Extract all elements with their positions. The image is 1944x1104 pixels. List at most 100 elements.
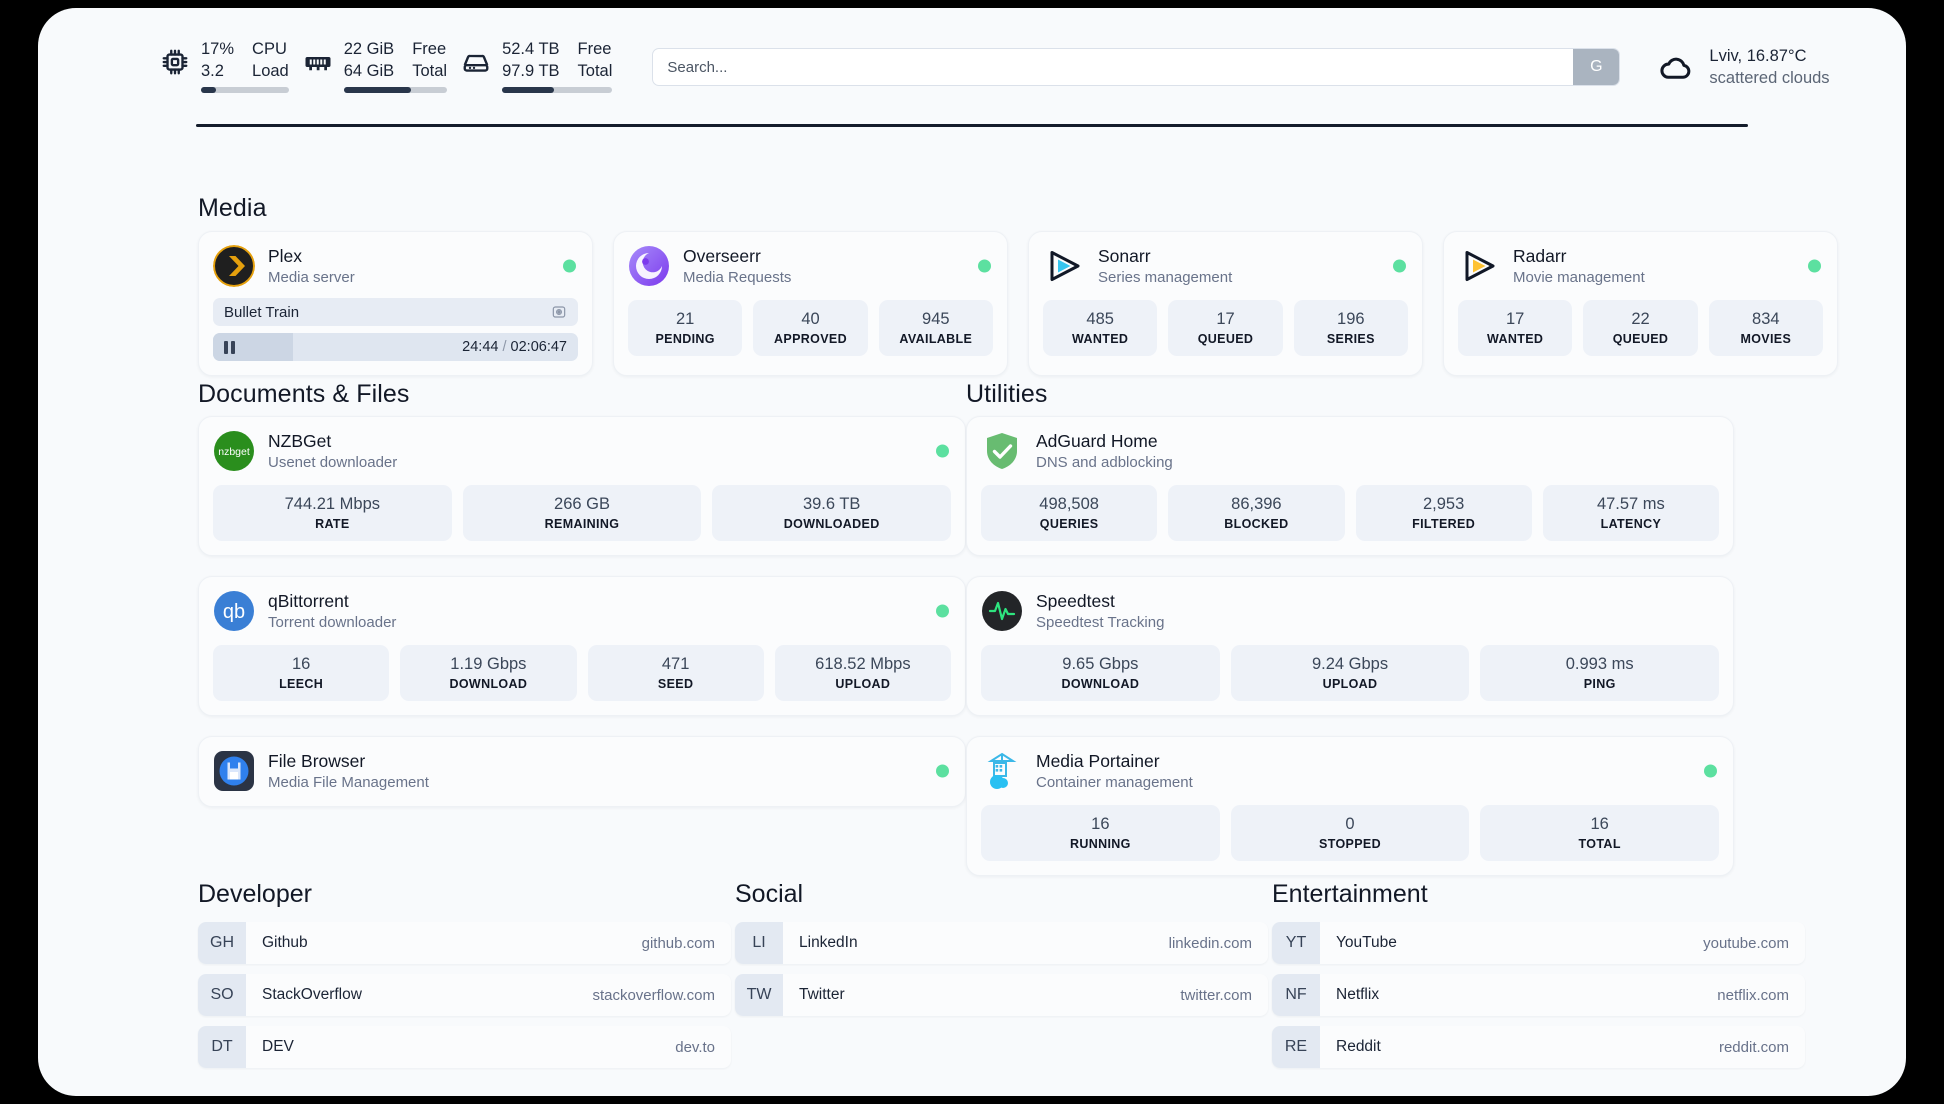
stat-label: REMAINING (544, 516, 620, 531)
utilities-section: AdGuard Home DNS and adblocking 498,508 … (966, 416, 1734, 876)
bookmark-url: stackoverflow.com (592, 986, 715, 1004)
stat-value: 39.6 TB (802, 495, 861, 514)
app-card-qbittorrent[interactable]: qb qBittorrent Torrent downloader 16 LEE… (198, 575, 966, 716)
stat-tile: 9.24 Gbps UPLOAD (1230, 645, 1470, 701)
bookmark-badge: SO (198, 974, 246, 1016)
bookmark-url: github.com (641, 934, 715, 952)
playback-time: 24:44 / 02:06:47 (462, 339, 567, 355)
bookmark-item-twitter[interactable]: TW Twitter twitter.com (735, 974, 1268, 1016)
stat-row: 16 RUNNING 0 STOPPED 16 TOTAL (981, 805, 1720, 861)
dashboard-page: 17% 3.2 CPU Load (38, 8, 1906, 1096)
disk-resource-widget: 52.4 TB 97.9 TB Free Total (461, 39, 613, 94)
stat-tile: 22 QUEUED (1583, 300, 1698, 356)
bookmark-item-dev[interactable]: DT DEV dev.to (198, 1026, 731, 1068)
svg-text:qb: qb (223, 601, 245, 623)
stat-value: 196 (1337, 310, 1365, 329)
search-input[interactable] (653, 49, 1574, 85)
bookmark-item-linkedin[interactable]: LI LinkedIn linkedin.com (735, 922, 1268, 964)
stat-tile: 0.993 ms PING (1480, 645, 1720, 701)
app-card-sonarr[interactable]: Sonarr Series management 485 WANTED 17 Q… (1028, 231, 1423, 377)
stat-value: 471 (661, 655, 690, 674)
stat-value: 86,396 (1231, 495, 1282, 514)
bookmark-url: youtube.com (1703, 934, 1789, 952)
plex-icon (213, 245, 255, 288)
app-card-radarr[interactable]: Radarr Movie management 17 WANTED 22 QUE… (1443, 231, 1838, 377)
app-subtitle: Container management (1036, 773, 1193, 791)
stat-label: STOPPED (1319, 836, 1381, 851)
app-subtitle: Media Requests (683, 268, 792, 286)
section-title-utilities: Utilities (966, 380, 1048, 408)
stat-value: 47.57 ms (1596, 495, 1665, 514)
weather-widget: Lviv, 16.87°C scattered clouds (1658, 45, 1830, 89)
bookmark-item-youtube[interactable]: YT YouTube youtube.com (1272, 922, 1805, 964)
qbittorrent-icon: qb (213, 590, 255, 632)
stat-tile: 485 WANTED (1043, 300, 1158, 356)
stat-tile: 2,953 FILTERED (1355, 485, 1532, 541)
playback-separator: / (502, 339, 507, 356)
bookmark-url: dev.to (675, 1038, 715, 1056)
bookmark-name: YouTube (1336, 934, 1397, 951)
app-card-file-browser[interactable]: File Browser Media File Management (198, 735, 966, 807)
media-section: Plex Media server Bullet Train (198, 231, 1838, 377)
app-card-media-portainer[interactable]: Media Portainer Container management 16 … (966, 735, 1734, 876)
documents-section: nzbget NZBGet Usenet downloader 744.21 M… (198, 416, 966, 807)
stat-tile: 21 PENDING (628, 300, 743, 356)
stat-row: 9.65 Gbps DOWNLOAD 9.24 Gbps UPLOAD 0.99… (981, 645, 1720, 701)
cpu-label-top: CPU (252, 40, 287, 59)
resource-widgets: 17% 3.2 CPU Load (160, 39, 613, 94)
app-card-plex[interactable]: Plex Media server Bullet Train (198, 231, 593, 377)
stat-label: APPROVED (774, 331, 847, 346)
stat-tile: 498,508 QUERIES (981, 485, 1158, 541)
app-name: Sonarr (1098, 246, 1151, 266)
app-card-speedtest[interactable]: Speedtest Speedtest Tracking 9.65 Gbps D… (966, 575, 1734, 716)
status-badge-online (936, 604, 949, 618)
stat-row: 485 WANTED 17 QUEUED 196 SERIES (1043, 300, 1408, 356)
filebrowser-icon (213, 750, 255, 792)
stat-label: SEED (657, 676, 694, 691)
status-badge-online (1704, 764, 1717, 778)
memory-usage-bar (343, 86, 448, 93)
stat-value: 40 (801, 310, 820, 329)
bookmark-item-reddit[interactable]: RE Reddit reddit.com (1272, 1026, 1805, 1068)
bookmark-item-stackoverflow[interactable]: SO StackOverflow stackoverflow.com (198, 974, 731, 1016)
app-name: Media Portainer (1036, 750, 1160, 771)
stat-label: PING (1583, 676, 1616, 691)
app-card-adguard-home[interactable]: AdGuard Home DNS and adblocking 498,508 … (966, 416, 1734, 556)
bookmark-name: StackOverflow (262, 986, 362, 1003)
disk-value-top: 52.4 TB (502, 40, 560, 59)
bookmark-item-github[interactable]: GH Github github.com (198, 922, 731, 964)
playback-progress-bar[interactable]: 24:44 / 02:06:47 (213, 333, 578, 362)
nzbget-icon: nzbget (213, 430, 255, 472)
bookmark-badge: DT (198, 1026, 246, 1068)
stat-value: 16 (1590, 815, 1609, 833)
stat-label: WANTED (1487, 331, 1544, 346)
stat-value: 0.993 ms (1565, 655, 1634, 674)
pause-icon[interactable] (224, 340, 235, 354)
app-card-nzbget[interactable]: nzbget NZBGet Usenet downloader 744.21 M… (198, 416, 966, 556)
app-card-overseerr[interactable]: Overseerr Media Requests 21 PENDING 40 A… (613, 231, 1008, 377)
stat-value: 17 (1216, 310, 1235, 329)
bookmark-group-title: Entertainment (1272, 880, 1428, 908)
stat-label: RUNNING (1069, 836, 1131, 851)
overseerr-icon (628, 245, 670, 287)
bookmark-badge: LI (735, 922, 783, 964)
memory-value-top: 22 GiB (343, 40, 395, 59)
stat-tile: 266 GB REMAINING (462, 485, 702, 541)
bookmark-name: Twitter (799, 986, 845, 1003)
stat-label: SERIES (1326, 331, 1375, 346)
stat-label: QUEUED (1612, 331, 1669, 346)
search-engine-button[interactable]: G (1573, 49, 1620, 85)
stat-label: RATE (315, 516, 350, 531)
cast-icon[interactable] (551, 304, 567, 320)
portainer-icon (981, 750, 1023, 792)
stat-value: 17 (1505, 310, 1525, 329)
now-playing-row[interactable]: Bullet Train (213, 298, 578, 327)
app-subtitle: Series management (1098, 268, 1233, 286)
status-badge-online (978, 259, 991, 273)
bookmark-item-netflix[interactable]: NF Netflix netflix.com (1272, 974, 1805, 1016)
stat-value: 9.24 Gbps (1311, 655, 1389, 674)
search-bar[interactable]: G (652, 48, 1621, 86)
bookmark-name: Reddit (1336, 1038, 1381, 1055)
memory-label-bottom: Total (412, 61, 448, 80)
bookmark-url: netflix.com (1717, 986, 1789, 1004)
